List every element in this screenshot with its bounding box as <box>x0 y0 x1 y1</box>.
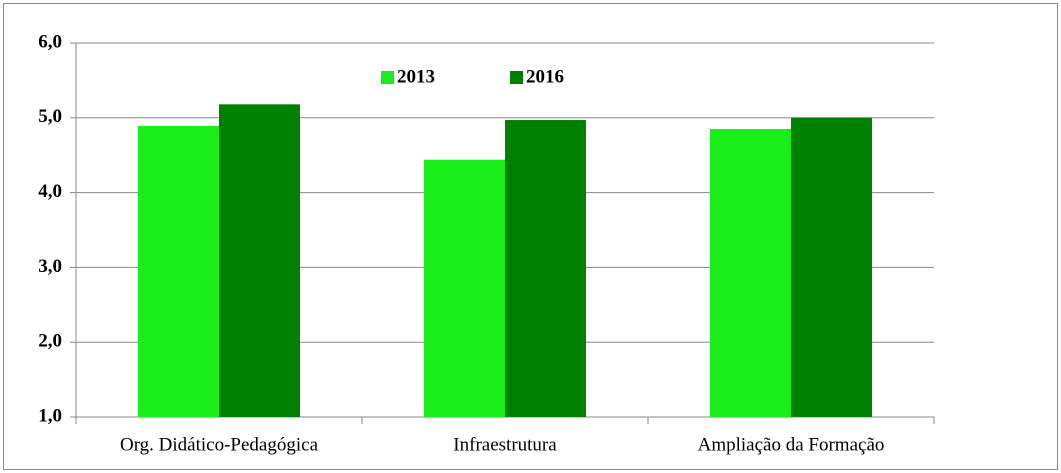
legend-swatch <box>510 71 523 84</box>
x-tick-label: Ampliação da Formação <box>698 434 885 455</box>
bar <box>138 126 219 417</box>
bar <box>710 129 791 417</box>
legend-label: 2013 <box>397 66 435 87</box>
y-tick-label: 2,0 <box>38 331 62 352</box>
y-tick-label: 1,0 <box>38 405 62 426</box>
legend-label: 2016 <box>526 66 564 87</box>
y-tick-label: 4,0 <box>38 181 62 202</box>
y-tick-label: 5,0 <box>38 106 62 127</box>
x-tick-label: Org. Didático-Pedagógica <box>120 434 319 455</box>
bar <box>219 104 300 417</box>
bar <box>424 159 505 418</box>
legend-swatch <box>381 71 394 84</box>
bar <box>791 117 872 418</box>
y-tick-label: 6,0 <box>38 31 62 52</box>
x-tick-label: Infraestrutura <box>453 434 557 455</box>
y-tick-label: 3,0 <box>38 256 62 277</box>
bar <box>505 120 586 417</box>
